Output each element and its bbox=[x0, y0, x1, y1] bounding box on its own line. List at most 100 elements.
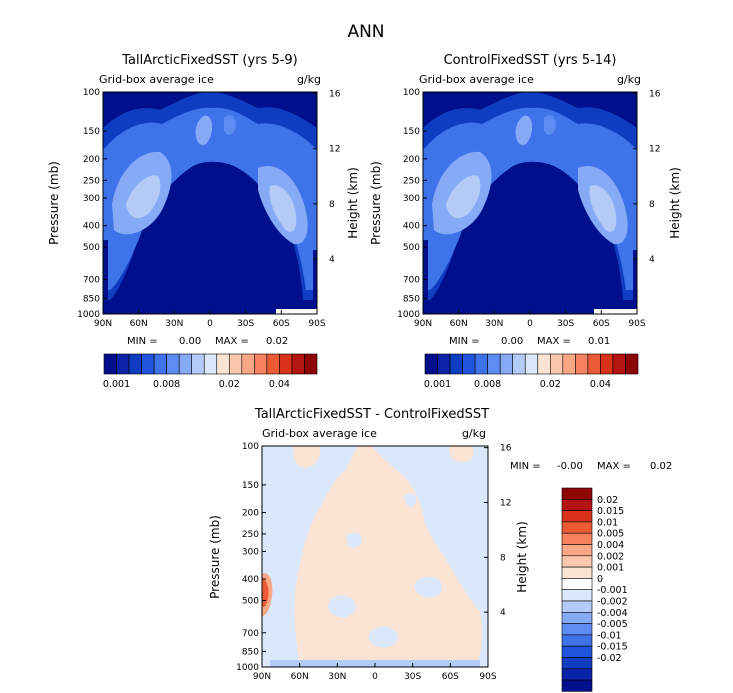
colorbar-label: 0.02 bbox=[597, 495, 618, 506]
x-tick-label: 0 bbox=[527, 319, 533, 329]
colorbar-label: 0 bbox=[597, 574, 603, 585]
y-ticks: 100 150 200 250 300 400 500 700 850 1000 bbox=[77, 88, 107, 320]
colorbar-swatch bbox=[228, 353, 243, 375]
band-right-core-2 bbox=[269, 185, 297, 232]
x-tick-label: 60S bbox=[593, 319, 610, 329]
colorbar-label: -0.001 bbox=[597, 585, 628, 596]
y-tick-label: 500 bbox=[83, 243, 100, 253]
colorbar-swatch bbox=[304, 353, 318, 375]
colorbar-swatch bbox=[487, 353, 501, 375]
panel-c-units: g/kg bbox=[462, 427, 486, 440]
right-tick-label: 16 bbox=[329, 90, 341, 100]
colorbar-label: 0.008 bbox=[153, 379, 180, 390]
x-tick-label: 90S bbox=[308, 319, 325, 329]
min-label: MIN = bbox=[127, 336, 158, 347]
band-negative-hole-1 bbox=[328, 595, 357, 618]
colorbar-swatch bbox=[561, 555, 593, 568]
colorbar-swatch bbox=[116, 353, 130, 375]
min-label: MIN = bbox=[510, 461, 541, 472]
y-tick-label: 300 bbox=[403, 194, 420, 204]
y-axis-title: Pressure (mb) bbox=[369, 161, 383, 245]
colorbar-swatch bbox=[561, 634, 593, 647]
colorbar-swatch bbox=[166, 353, 180, 375]
right-ticks: 16 12 8 4 bbox=[484, 444, 512, 618]
band-negative-hole-4 bbox=[346, 532, 362, 548]
colorbar-swatch bbox=[424, 353, 438, 375]
x-ticks: 90N 60N 30N 0 30S 60S 90S bbox=[414, 310, 646, 329]
colorbar-label: -0.005 bbox=[597, 619, 628, 630]
x-ticks: 90N 60N 30N 0 30S 60S 90S bbox=[94, 310, 326, 329]
y-tick-label: 100 bbox=[403, 88, 420, 98]
y-axis-title: Pressure (mb) bbox=[208, 515, 222, 599]
right-tick-label: 8 bbox=[500, 553, 506, 563]
min-value: 0.00 bbox=[501, 336, 523, 347]
panel-b-heatmap bbox=[423, 92, 637, 314]
colorbar-swatch bbox=[462, 353, 476, 375]
right-tick-label: 12 bbox=[329, 145, 340, 155]
colorbar-swatch bbox=[291, 353, 305, 375]
colorbar: 0.001 0.008 0.02 0.04 bbox=[103, 353, 318, 390]
colorbar-label: 0.02 bbox=[219, 379, 240, 390]
colorbar-label: 0.002 bbox=[597, 551, 624, 562]
right-tick-label: 12 bbox=[649, 145, 660, 155]
colorbar-swatch bbox=[524, 353, 539, 375]
x-tick-label: 60S bbox=[273, 319, 290, 329]
band-edge-right bbox=[313, 250, 317, 314]
y-ticks: 100 150 200 250 300 400 500 700 850 1000 bbox=[236, 442, 266, 673]
colorbar-label: -0.002 bbox=[597, 597, 628, 608]
y-tick-label: 700 bbox=[242, 629, 259, 639]
colorbar-label: 0.001 bbox=[103, 379, 130, 390]
colorbar-swatch bbox=[191, 353, 205, 375]
min-value: 0.00 bbox=[179, 336, 201, 347]
panel-a-subtitle: Grid-box average ice bbox=[99, 73, 214, 86]
y-tick-label: 200 bbox=[83, 155, 100, 165]
max-label: MAX = bbox=[537, 336, 571, 347]
y-tick-label: 200 bbox=[403, 155, 420, 165]
x-tick-label: 30N bbox=[485, 319, 503, 329]
colorbar-swatch bbox=[575, 353, 589, 375]
colorbar-swatch bbox=[437, 353, 451, 375]
y-tick-label: 250 bbox=[403, 176, 420, 186]
colorbar-swatch bbox=[279, 353, 293, 375]
band-interior bbox=[460, 166, 606, 314]
y-tick-label: 150 bbox=[403, 127, 420, 137]
colorbar-swatch bbox=[178, 353, 193, 375]
right-tick-label: 4 bbox=[500, 608, 506, 618]
panel-difference: TallArcticFixedSST - ControlFixedSST Gri… bbox=[208, 407, 672, 692]
x-tick-label: 90N bbox=[253, 672, 271, 682]
x-tick-label: 60N bbox=[450, 319, 468, 329]
x-tick-label: 30S bbox=[557, 319, 574, 329]
min-label: MIN = bbox=[449, 336, 480, 347]
colorbar-swatch bbox=[561, 532, 593, 545]
panel-a-units: g/kg bbox=[297, 73, 321, 86]
colorbar-label: 0.005 bbox=[597, 529, 624, 540]
colorbar-swatch bbox=[561, 589, 593, 602]
colorbar-swatch bbox=[587, 353, 601, 375]
y-tick-label: 1000 bbox=[397, 310, 420, 320]
colorbar-swatch bbox=[474, 353, 488, 375]
band-missing bbox=[276, 309, 317, 314]
colorbar-label: 0.02 bbox=[540, 379, 561, 390]
panel-c-subtitle: Grid-box average ice bbox=[262, 427, 377, 440]
band-right-core-2 bbox=[589, 185, 617, 232]
band-top-core bbox=[515, 115, 533, 146]
y-tick-label: 300 bbox=[242, 547, 259, 557]
x-tick-label: 60N bbox=[130, 319, 148, 329]
band-edge-left bbox=[103, 240, 108, 314]
x-tick-label: 30S bbox=[237, 319, 254, 329]
colorbar-swatch bbox=[561, 668, 593, 681]
colorbar-swatch bbox=[266, 353, 280, 375]
y-tick-label: 250 bbox=[242, 530, 259, 540]
colorbar-swatch bbox=[254, 353, 268, 375]
x-ticks: 90N 60N 30N 0 30S 60S 90S bbox=[253, 663, 497, 682]
x-tick-label: 90S bbox=[479, 672, 496, 682]
colorbar-swatch bbox=[561, 645, 593, 658]
colorbar-swatch bbox=[561, 510, 593, 523]
band-missing bbox=[594, 309, 637, 314]
colorbar-swatch bbox=[561, 498, 593, 511]
panel-a-title: TallArcticFixedSST (yrs 5-9) bbox=[121, 53, 298, 68]
colorbar-swatch bbox=[216, 353, 230, 375]
x-tick-label: 60N bbox=[291, 672, 309, 682]
colorbar-swatch bbox=[537, 353, 551, 375]
